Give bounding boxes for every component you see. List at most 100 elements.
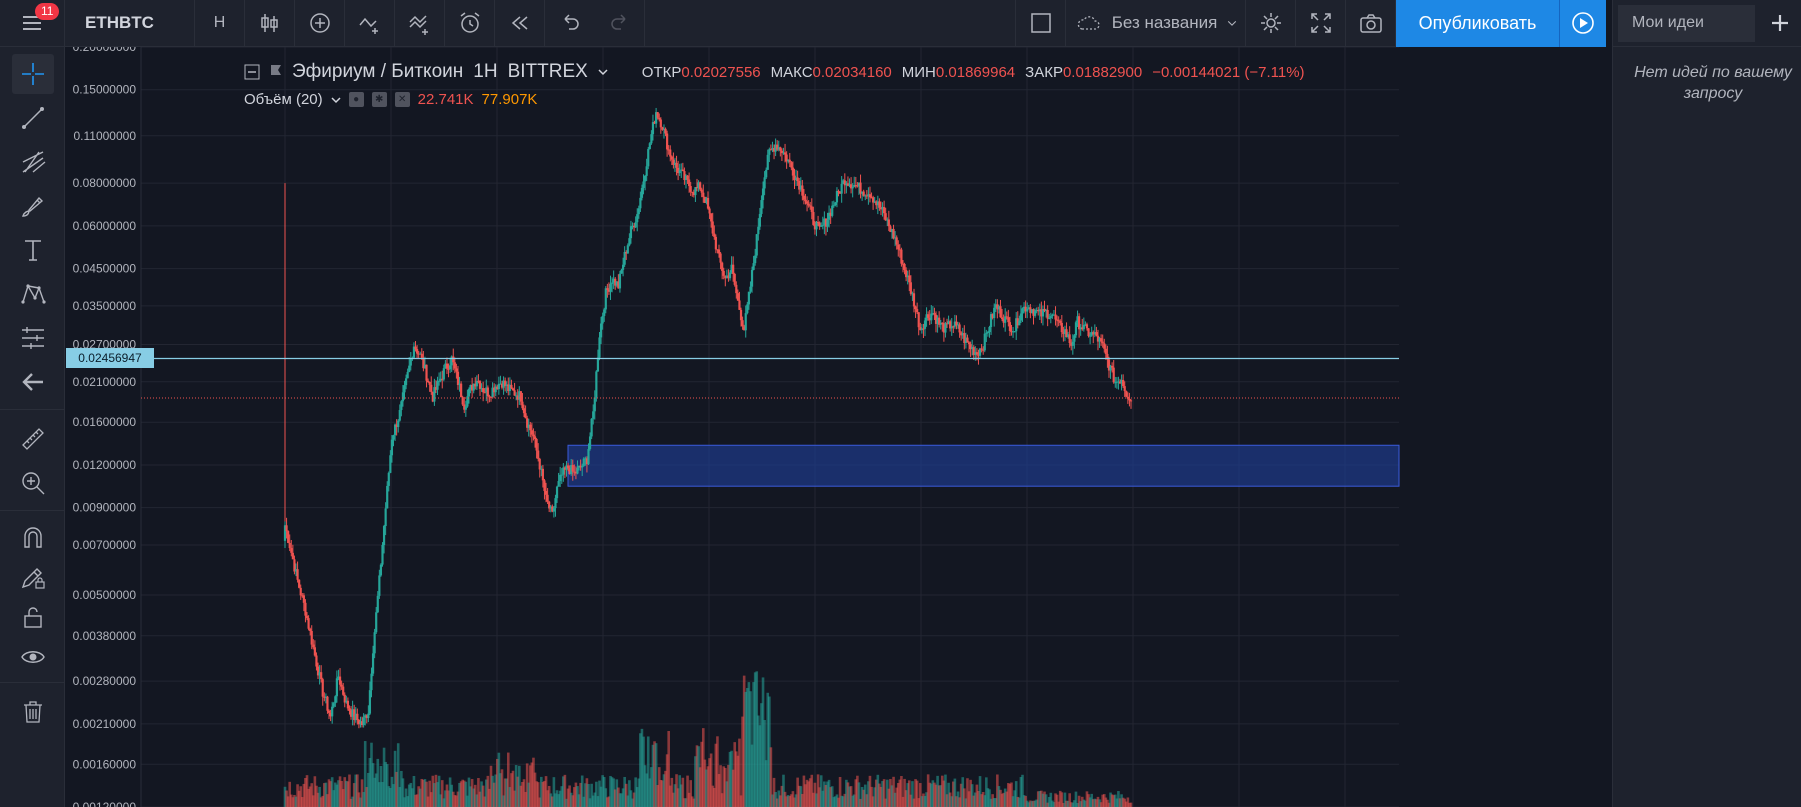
magnet-tool[interactable]	[12, 517, 54, 557]
candle-body	[1078, 316, 1081, 330]
candle-body	[527, 424, 530, 428]
candle-body	[1115, 381, 1118, 383]
my-ideas-tab[interactable]: Мои идеи	[1618, 4, 1755, 42]
volume-bar	[978, 776, 982, 807]
volume-bar	[879, 787, 883, 807]
pattern-icon	[21, 284, 46, 304]
volume-bar	[612, 778, 615, 807]
volume-bar	[810, 774, 814, 807]
compare-button[interactable]	[295, 0, 345, 47]
candle-body	[771, 148, 774, 150]
volume-bar	[757, 715, 760, 807]
snapshot-button[interactable]	[1346, 0, 1396, 47]
candle-body	[1054, 314, 1057, 320]
candle-body	[905, 269, 908, 278]
series-name[interactable]: Эфириум / Биткоин	[292, 61, 464, 82]
candle-body	[623, 252, 626, 265]
publish-button[interactable]: Опубликовать	[1396, 0, 1559, 47]
measure-tool[interactable]	[12, 419, 54, 459]
brush-tool[interactable]	[12, 186, 54, 226]
volume-title[interactable]: Объём (20)	[244, 91, 323, 108]
menu-button[interactable]: 11	[0, 0, 65, 47]
replay-button[interactable]	[495, 0, 545, 47]
chevron-down-icon[interactable]	[331, 95, 341, 105]
chevron-down-icon[interactable]	[598, 67, 608, 77]
candle-body	[780, 150, 784, 154]
candle-body	[1026, 308, 1029, 312]
chart-pane[interactable]: 0.20000000 0.15000000 0.11000000 0.08000000…	[66, 47, 1606, 807]
text-tool[interactable]	[12, 230, 54, 270]
zoom-tool[interactable]	[12, 463, 54, 503]
volume-bar	[505, 778, 509, 807]
volume-bar	[812, 792, 815, 807]
candle-body	[511, 388, 515, 391]
symbol-search-button[interactable]: ETHBTC	[65, 0, 195, 47]
horizontal-line-price-label[interactable]: 0.02456947	[66, 348, 154, 369]
candle-body	[430, 384, 433, 392]
chart-style-button[interactable]	[245, 0, 295, 47]
volume-bar	[1066, 800, 1070, 807]
settings-button[interactable]	[1246, 0, 1296, 47]
volume-bar	[758, 725, 762, 807]
collapse-legend-icon[interactable]	[244, 64, 260, 80]
pitchfork-tool[interactable]	[12, 142, 54, 182]
gear-icon[interactable]: ✱	[371, 92, 387, 107]
remove-drawings-button[interactable]	[12, 692, 54, 732]
candle-body	[730, 264, 733, 273]
volume-bar	[323, 783, 326, 807]
volume-bar	[334, 782, 337, 807]
fullscreen-chart-button[interactable]	[1016, 0, 1066, 47]
candle-body	[327, 710, 331, 713]
price-chart[interactable]: 0.20000000 0.15000000 0.11000000 0.08000000…	[66, 47, 1606, 807]
interval-button[interactable]: H	[195, 0, 245, 47]
volume-bar	[308, 786, 312, 807]
volume-bar	[365, 787, 369, 807]
volume-bar	[657, 767, 661, 807]
volume-bar	[392, 784, 395, 807]
prediction-tool[interactable]	[12, 318, 54, 358]
volume-bar	[1036, 791, 1040, 807]
candle-body	[636, 214, 639, 223]
volume-bar	[1002, 792, 1005, 807]
volume-bar	[917, 798, 921, 807]
trend-line-tool[interactable]	[12, 98, 54, 138]
volume-bar	[606, 797, 609, 807]
indicators-button[interactable]	[345, 0, 395, 47]
candle-body	[566, 465, 570, 469]
volume-bar	[467, 777, 471, 807]
pattern-tool[interactable]	[12, 274, 54, 314]
volume-bar	[1068, 793, 1071, 807]
volume-bar	[985, 777, 988, 807]
volume-bar	[472, 788, 475, 807]
candle-body	[1041, 308, 1045, 317]
candle-body	[375, 612, 378, 633]
volume-bar	[986, 788, 990, 807]
candle-body	[969, 344, 972, 350]
candle-body	[1122, 379, 1125, 387]
hide-toolbar-button[interactable]	[12, 362, 54, 402]
volume-bar	[464, 781, 468, 807]
templates-button[interactable]	[395, 0, 445, 47]
undo-button[interactable]	[545, 0, 595, 47]
alert-button[interactable]	[445, 0, 495, 47]
add-idea-button[interactable]	[1760, 0, 1800, 47]
candle-body	[540, 468, 543, 470]
volume-bar	[1033, 800, 1037, 807]
crosshair-tool[interactable]	[12, 54, 54, 94]
fullscreen-button[interactable]	[1296, 0, 1346, 47]
lock-all-button[interactable]	[12, 597, 54, 637]
layout-menu-button[interactable]: Без названия	[1066, 0, 1246, 47]
eye-icon[interactable]: ●	[348, 92, 364, 107]
close-icon[interactable]: ✕	[394, 92, 410, 107]
lock-drawing-tool[interactable]	[12, 557, 54, 597]
volume-bar	[414, 794, 417, 807]
candle-body	[735, 284, 738, 294]
redo-button[interactable]	[595, 0, 645, 47]
hide-drawings-button[interactable]	[12, 637, 54, 677]
volume-bar	[620, 793, 623, 807]
volume-bar	[593, 792, 597, 807]
candle-body	[378, 575, 381, 596]
play-button[interactable]	[1559, 0, 1606, 47]
candle-body	[1035, 310, 1038, 312]
candle-body	[942, 323, 945, 333]
